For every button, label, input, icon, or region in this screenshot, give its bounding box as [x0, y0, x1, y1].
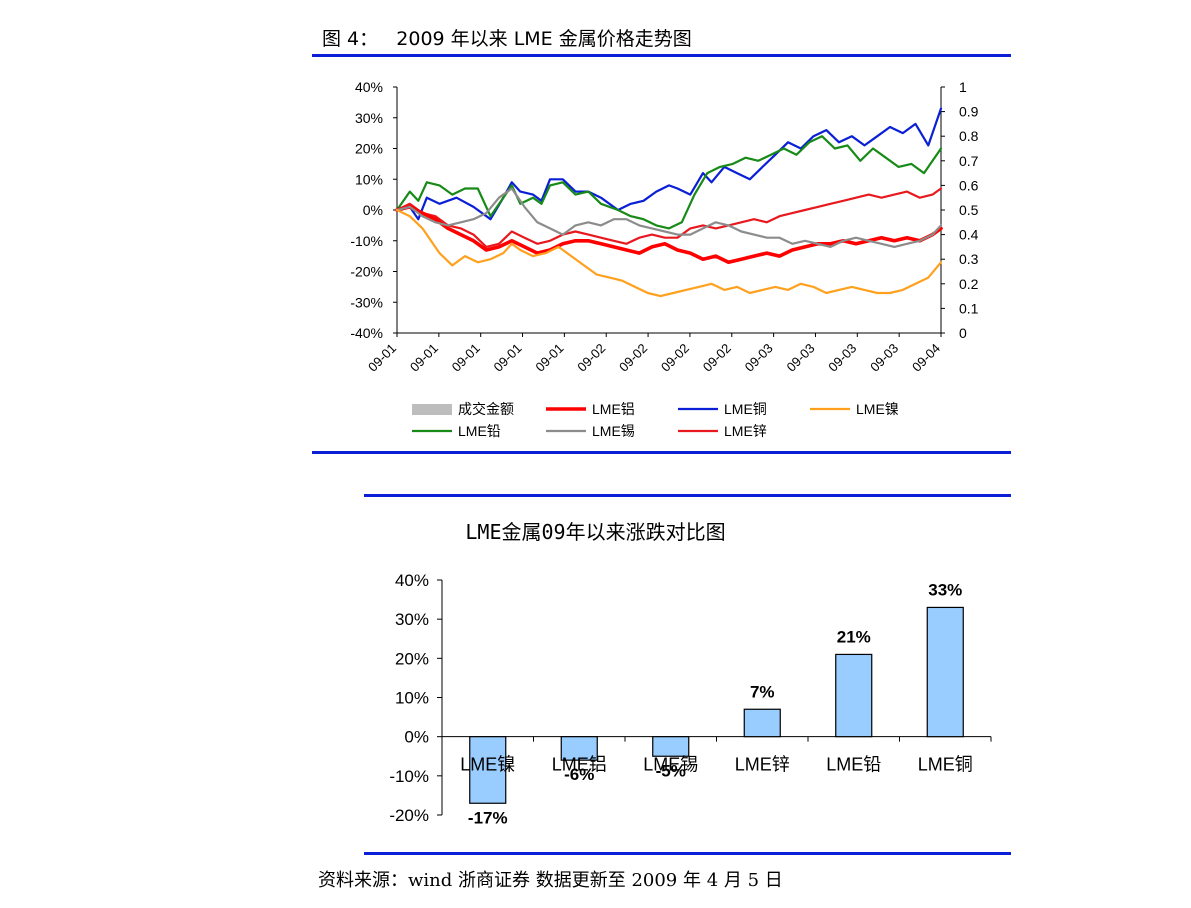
series-line-copper — [395, 107, 943, 221]
y2-tick-label: 0 — [959, 325, 967, 341]
x-tick-label: 09-02 — [574, 341, 608, 375]
bar — [469, 736, 507, 804]
bar-category-label: LME锡 — [643, 755, 698, 775]
bar — [835, 653, 873, 738]
y2-tick-label: 0.4 — [959, 227, 979, 243]
x-tick-label: 09-01 — [365, 341, 399, 375]
legend-label-copper: LME铜 — [724, 401, 767, 417]
bar-category-label: LME锌 — [735, 755, 790, 775]
y2-tick-label: 0.8 — [959, 128, 979, 144]
y-tick-label: -10% — [350, 233, 383, 249]
bar-chart-title: LME金属09年以来涨跌对比图 — [465, 520, 726, 544]
bar-value-label: 33% — [928, 580, 962, 599]
bar-y-tick-label: 40% — [395, 571, 429, 590]
legend-label-volume: 成交金额 — [458, 401, 514, 417]
y2-tick-label: 1 — [959, 79, 967, 95]
top-rule — [312, 54, 1011, 57]
y-tick-label: -40% — [350, 325, 383, 341]
x-tick-label: 09-03 — [867, 341, 901, 375]
legend-label-zinc: LME锌 — [724, 423, 767, 439]
bar-y-tick-label: 30% — [395, 610, 429, 629]
legend-label-aluminum: LME铝 — [592, 401, 635, 417]
x-tick-label: 09-02 — [700, 341, 734, 375]
y-tick-label: 30% — [355, 110, 383, 126]
x-tick-label: 09-01 — [491, 341, 525, 375]
legend-label-nickel: LME镍 — [856, 401, 899, 417]
series-line-zinc — [395, 187, 943, 248]
bar-y-tick-label: 10% — [395, 689, 429, 708]
source-note: 资料来源：wind 浙商证券 数据更新至 2009 年 4 月 5 日 — [318, 870, 783, 891]
series-line-aluminum — [395, 205, 943, 265]
bar-category-label: LME铅 — [826, 755, 881, 775]
middle-rule-2 — [364, 494, 1011, 497]
price-trend-chart: 40% 30% 20% 10% 0% -10% -20% -30% -40% 1 0.9 0.8 0.… — [350, 79, 979, 439]
y-tick-label: 20% — [355, 141, 383, 157]
figure-label: 图 4： — [322, 28, 379, 50]
bar-category-label: LME铝 — [552, 755, 607, 775]
x-tick-label: 09-01 — [532, 341, 566, 375]
y2-tick-label: 0.3 — [959, 251, 979, 267]
x-tick-label: 09-02 — [658, 341, 692, 375]
x-tick-label: 09-03 — [825, 341, 859, 375]
bar-category-label: LME镍 — [460, 755, 515, 775]
y-tick-label: -20% — [350, 264, 383, 280]
x-tick-label: 09-03 — [742, 341, 776, 375]
bar-value-label: 7% — [750, 682, 775, 701]
figure-title-text: 2009 年以来 LME 金属价格走势图 — [396, 28, 692, 50]
bar-y-tick-label: 0% — [404, 728, 429, 747]
y-tick-label: 40% — [355, 79, 383, 95]
x-tick-label: 09-01 — [449, 341, 483, 375]
bar-value-label: 21% — [837, 627, 871, 646]
bar-category-label: LME铜 — [918, 755, 973, 775]
bar — [926, 606, 964, 738]
legend-swatch-volume — [412, 404, 452, 415]
y-tick-label: -30% — [350, 294, 383, 310]
bar — [743, 708, 781, 738]
bar-y-tick-label: -20% — [389, 806, 429, 825]
y2-tick-label: 0.5 — [959, 202, 979, 218]
bar-value-label: -17% — [468, 808, 508, 827]
bottom-rule — [364, 852, 1011, 855]
y2-tick-label: 0.2 — [959, 276, 979, 292]
y2-tick-label: 0.9 — [959, 104, 979, 120]
y-tick-label: 0% — [363, 202, 383, 218]
bar — [560, 736, 598, 761]
series-line-nickel — [395, 208, 943, 298]
legend-label-tin: LME锡 — [592, 423, 635, 439]
x-tick-label: 09-04 — [909, 341, 943, 375]
figure-title: 图 4： 2009 年以来 LME 金属价格走势图 — [322, 24, 692, 51]
bar — [652, 736, 690, 757]
y2-tick-label: 0.1 — [959, 300, 979, 316]
middle-rule-1 — [312, 451, 1011, 454]
bar-y-tick-label: 20% — [395, 649, 429, 668]
x-tick-label: 09-03 — [783, 341, 817, 375]
y2-tick-label: 0.6 — [959, 177, 979, 193]
legend-label-lead: LME铅 — [458, 423, 501, 439]
bar-value-label: -5% — [656, 761, 686, 780]
x-tick-label: 09-01 — [407, 341, 441, 375]
series-line-tin — [395, 187, 943, 248]
x-tick-label: 09-02 — [616, 341, 650, 375]
bar-y-tick-label: -10% — [389, 767, 429, 786]
y2-tick-label: 0.7 — [959, 153, 979, 169]
series-line-lead — [395, 135, 943, 230]
bar-value-label: -6% — [564, 765, 594, 784]
y-tick-label: 10% — [355, 171, 383, 187]
